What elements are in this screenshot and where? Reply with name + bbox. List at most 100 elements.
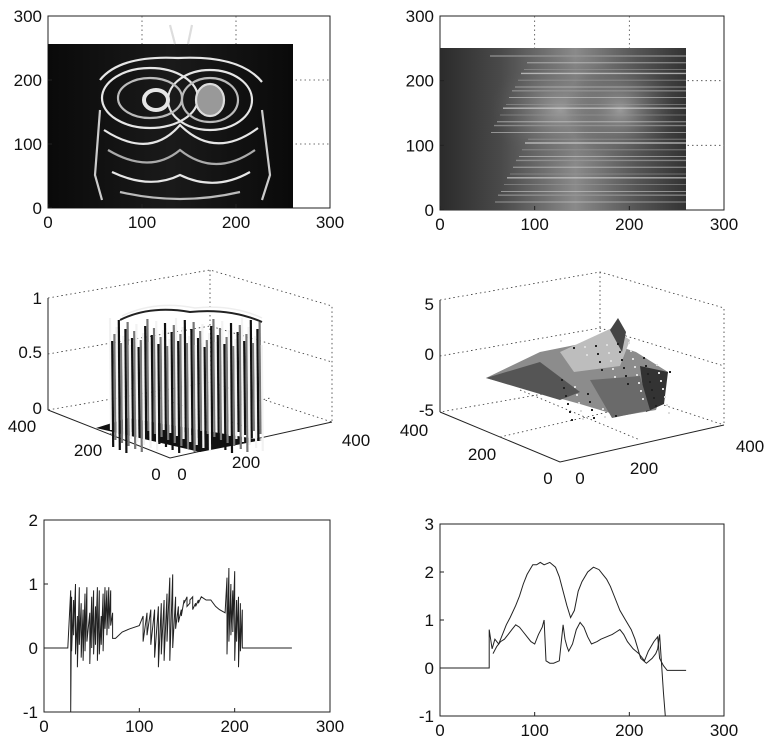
- surface-spike: [166, 345, 170, 441]
- surface-spike: [214, 341, 218, 431]
- surface-spike: [232, 345, 236, 447]
- surface-spike: [238, 324, 242, 450]
- surface-noise: [560, 340, 671, 421]
- surface-spike: [188, 335, 192, 443]
- surface-spike: [157, 343, 161, 445]
- surface-rim: [119, 308, 263, 323]
- surface-spike: [148, 341, 152, 449]
- surface-spike: [135, 323, 139, 443]
- surface-speck: [569, 411, 571, 413]
- surface-spike: [236, 331, 240, 433]
- fringe: [103, 123, 259, 145]
- surface-speck: [666, 404, 668, 406]
- x-tick-label: 100: [128, 213, 156, 232]
- surface-spike: [126, 321, 130, 447]
- surface-spike: [168, 338, 172, 434]
- surface-spike: [251, 342, 256, 432]
- y-tick-label: 1: [425, 611, 434, 630]
- y-tick-labels: -1 0 1 2 3: [419, 515, 444, 726]
- surface-spike: [245, 333, 249, 453]
- plot-area: [439, 523, 725, 717]
- surface-spike: [111, 340, 115, 448]
- x-tick-label: 200: [222, 213, 250, 232]
- x-tick-labels: 0 100 200 300: [435, 712, 738, 740]
- panel-wrapped-phase-image: 0 100 200 300 0 100 200 300: [14, 7, 345, 232]
- surface-speck: [634, 366, 636, 368]
- fringe: [107, 148, 256, 166]
- surface-spike: [212, 318, 216, 438]
- fringe: [119, 190, 241, 201]
- surface-spike: [196, 337, 201, 439]
- z-tick-label: 5: [425, 295, 434, 314]
- surface-spike: [199, 330, 203, 432]
- surface-speck: [573, 347, 575, 349]
- panel-unwrapped-phase-surface: -5 0 5 0 200 400 0 200 400: [400, 271, 764, 488]
- surface-speck: [660, 380, 662, 382]
- surface-speck: [563, 387, 565, 389]
- surface-spike: [181, 326, 185, 440]
- surface-spike: [133, 330, 137, 450]
- x-tick-label: 200: [615, 721, 643, 740]
- surface-speck: [560, 340, 562, 342]
- streak-artifacts: [490, 55, 686, 203]
- surface-spike: [108, 317, 113, 431]
- y-tick-labels: -1 0 1 2: [23, 511, 48, 722]
- x-tick-label: 300: [710, 721, 738, 740]
- z-tick-label: 0: [33, 399, 42, 418]
- y-tick-label: 0: [425, 659, 434, 678]
- surface-spike: [161, 329, 165, 431]
- x-tick-label: 200: [232, 453, 260, 472]
- y-tick-label: 400: [8, 417, 36, 436]
- surface-speck: [656, 364, 658, 366]
- surface-speck: [658, 372, 660, 374]
- z-tick-label: 0: [425, 345, 434, 364]
- surface-spike: [190, 328, 194, 436]
- surface-speck: [591, 409, 593, 411]
- surface-spike: [174, 317, 179, 437]
- x-tick-label: 300: [316, 717, 344, 736]
- y-tick-label: 200: [468, 445, 496, 464]
- surface-speck: [619, 351, 621, 353]
- surface-speck: [565, 395, 567, 397]
- fringe: [168, 24, 194, 45]
- surface-speck: [615, 415, 617, 417]
- surface-spike: [119, 342, 124, 444]
- surface-spike: [141, 332, 146, 446]
- surface-speck: [589, 401, 591, 403]
- surface-speck: [574, 386, 576, 388]
- surface-spike: [139, 339, 143, 453]
- surface-speck: [610, 360, 612, 362]
- fringe: [260, 109, 272, 201]
- surface-speck: [628, 342, 630, 344]
- surface-spike: [227, 329, 231, 437]
- x-tick-label: 200: [630, 459, 658, 478]
- x-tick-label: 0: [575, 469, 584, 488]
- surface-speck: [580, 410, 582, 412]
- x-tick-label: 400: [736, 437, 764, 456]
- surface-spike: [240, 317, 245, 443]
- grid-line: [47, 325, 333, 363]
- axis-edge: [439, 411, 725, 463]
- surface-speck: [576, 394, 578, 396]
- x-tick-label: 0: [435, 215, 444, 234]
- series-line: [440, 561, 687, 717]
- x-tick-label: 100: [520, 721, 548, 740]
- y-tick-label: -1: [23, 703, 38, 722]
- x-tick-label: 300: [316, 213, 344, 232]
- surface-speck: [587, 393, 589, 395]
- surface-spike: [113, 333, 117, 441]
- surface-speck: [586, 354, 588, 356]
- surface-spike: [130, 337, 135, 433]
- surface-spike: [225, 336, 229, 444]
- surface-speck: [597, 353, 599, 355]
- y-tick-label: 100: [14, 135, 42, 154]
- y-tick-label: 300: [14, 7, 42, 26]
- series-line-0: [44, 567, 292, 713]
- x-tick-labels: 0 100 200 300: [43, 204, 344, 232]
- surface-speck: [632, 358, 634, 360]
- surface-speck: [582, 418, 584, 420]
- surface-speck: [647, 373, 649, 375]
- surface-spike: [152, 327, 157, 435]
- surface-spike: [177, 340, 181, 454]
